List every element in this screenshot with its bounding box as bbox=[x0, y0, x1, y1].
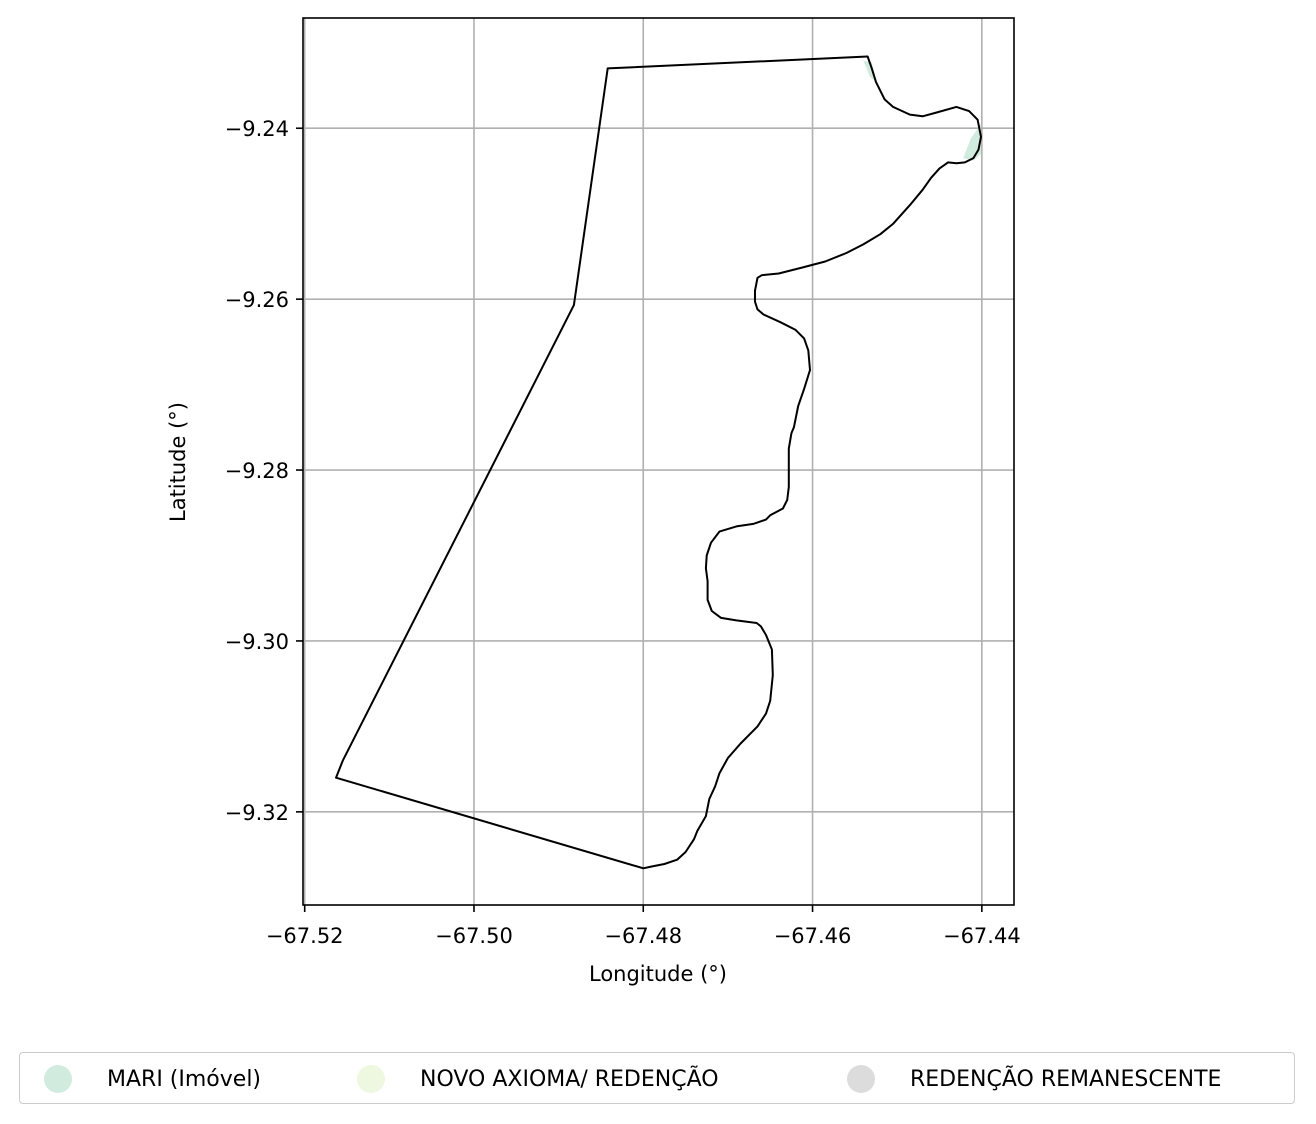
axes-frame bbox=[302, 17, 1015, 906]
y-tick-label: −9.28 bbox=[225, 459, 289, 483]
grid bbox=[303, 18, 1014, 905]
x-tick-label: −67.50 bbox=[435, 924, 513, 948]
y-tick-label: −9.26 bbox=[225, 288, 289, 312]
legend-label-mari: MARI (Imóvel) bbox=[107, 1066, 262, 1092]
x-tick-label: −67.44 bbox=[943, 924, 1021, 948]
y-axis-ticks: −9.24 −9.26 −9.28 −9.30 −9.32 bbox=[225, 117, 303, 825]
x-axis-ticks: −67.52 −67.50 −67.48 −67.46 −67.44 bbox=[266, 905, 1021, 948]
y-tick-label: −9.32 bbox=[225, 801, 289, 825]
parcel-polygons bbox=[863, 60, 981, 161]
legend-label-novo-axioma: NOVO AXIOMA/ REDENÇÃO bbox=[420, 1066, 719, 1092]
y-tick-label: −9.30 bbox=[225, 630, 289, 654]
x-tick-label: −67.48 bbox=[604, 924, 682, 948]
x-tick-label: −67.46 bbox=[774, 924, 852, 948]
legend-swatch-mari bbox=[44, 1065, 72, 1093]
legend-label-redencao-remanescente: REDENÇÃO REMANESCENTE bbox=[910, 1066, 1222, 1092]
x-axis-title: Longitude (°) bbox=[589, 962, 727, 986]
parcel-polygon-mari bbox=[863, 60, 876, 82]
y-axis-title: Latitude (°) bbox=[166, 402, 190, 522]
legend-item-novo-axioma: NOVO AXIOMA/ REDENÇÃO bbox=[357, 1053, 719, 1105]
legend-item-redencao-remanescente: REDENÇÃO REMANESCENTE bbox=[847, 1053, 1221, 1105]
property-boundary bbox=[335, 55, 982, 870]
legend-swatch-novo-axioma bbox=[357, 1065, 385, 1093]
y-tick-label: −9.24 bbox=[225, 117, 289, 141]
legend: MARI (Imóvel) NOVO AXIOMA/ REDENÇÃO REDE… bbox=[19, 1052, 1295, 1104]
x-tick-label: −67.52 bbox=[266, 924, 344, 948]
parcel-polygon-mari bbox=[963, 124, 981, 161]
legend-swatch-redencao-remanescente bbox=[847, 1065, 875, 1093]
legend-item-mari: MARI (Imóvel) bbox=[44, 1053, 261, 1105]
